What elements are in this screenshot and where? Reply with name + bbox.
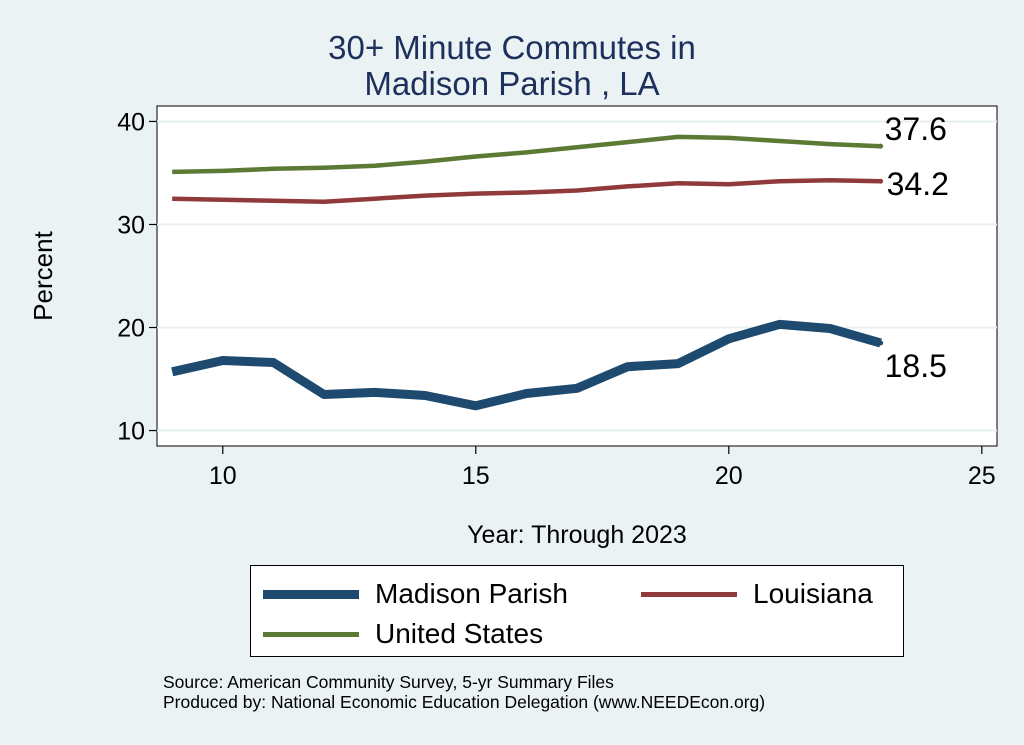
source-note: Source: American Community Survey, 5-yr …	[163, 672, 614, 692]
series-end-point-louisiana	[878, 178, 884, 184]
axes: 10 20 30 40 10 15 20 25	[117, 108, 996, 490]
legend: Madison Parish Louisiana United States	[250, 565, 904, 657]
legend-item-united-states: United States	[263, 618, 544, 649]
y-tick-label-40: 40	[117, 108, 145, 136]
legend-swatch-united-states	[263, 631, 359, 637]
legend-label-louisiana: Louisiana	[753, 578, 873, 609]
x-tick-label-10: 10	[209, 462, 237, 490]
series-end-point-united-states	[878, 143, 884, 149]
legend-item-louisiana: Louisiana	[641, 578, 873, 609]
x-tick-label-20: 20	[715, 462, 743, 490]
plot-area	[156, 105, 998, 447]
end-label-louisiana: 34.2	[887, 166, 949, 202]
end-label-united-states: 37.6	[885, 111, 947, 147]
y-tick-label-10: 10	[117, 418, 145, 446]
series-line-madison-parish	[171, 319, 882, 411]
legend-swatch-louisiana	[641, 591, 737, 597]
x-axis-label: Year: Through 2023	[467, 521, 687, 549]
end-labels: 34.2 37.6 18.5	[885, 111, 949, 384]
chart-title-line-1: 30+ Minute Commutes in	[328, 29, 696, 66]
legend-label-madison-parish: Madison Parish	[375, 578, 568, 609]
series-end-point-madison-parish	[878, 340, 884, 346]
series-line-united-states	[172, 134, 881, 175]
series-group	[171, 134, 884, 411]
legend-item-madison-parish: Madison Parish	[263, 578, 568, 609]
legend-swatch-madison-parish	[263, 589, 359, 599]
y-axis-label: Percent	[28, 230, 58, 320]
x-tick-label-15: 15	[462, 462, 490, 490]
legend-label-united-states: United States	[375, 618, 544, 649]
produced-by-note: Produced by: National Economic Education…	[163, 692, 766, 712]
line-chart: 10 20 30 40 10 15 20 25 34.2 37.6 18.5 Percent Ye…	[28, 105, 998, 549]
y-tick-label-20: 20	[117, 315, 145, 343]
end-label-madison-parish: 18.5	[885, 348, 947, 384]
chart-title-line-2: Madison Parish , LA	[364, 65, 660, 102]
series-line-louisiana	[172, 177, 881, 205]
y-tick-label-30: 30	[117, 211, 145, 239]
x-tick-label-25: 25	[968, 462, 996, 490]
grid-lines	[157, 120, 997, 432]
